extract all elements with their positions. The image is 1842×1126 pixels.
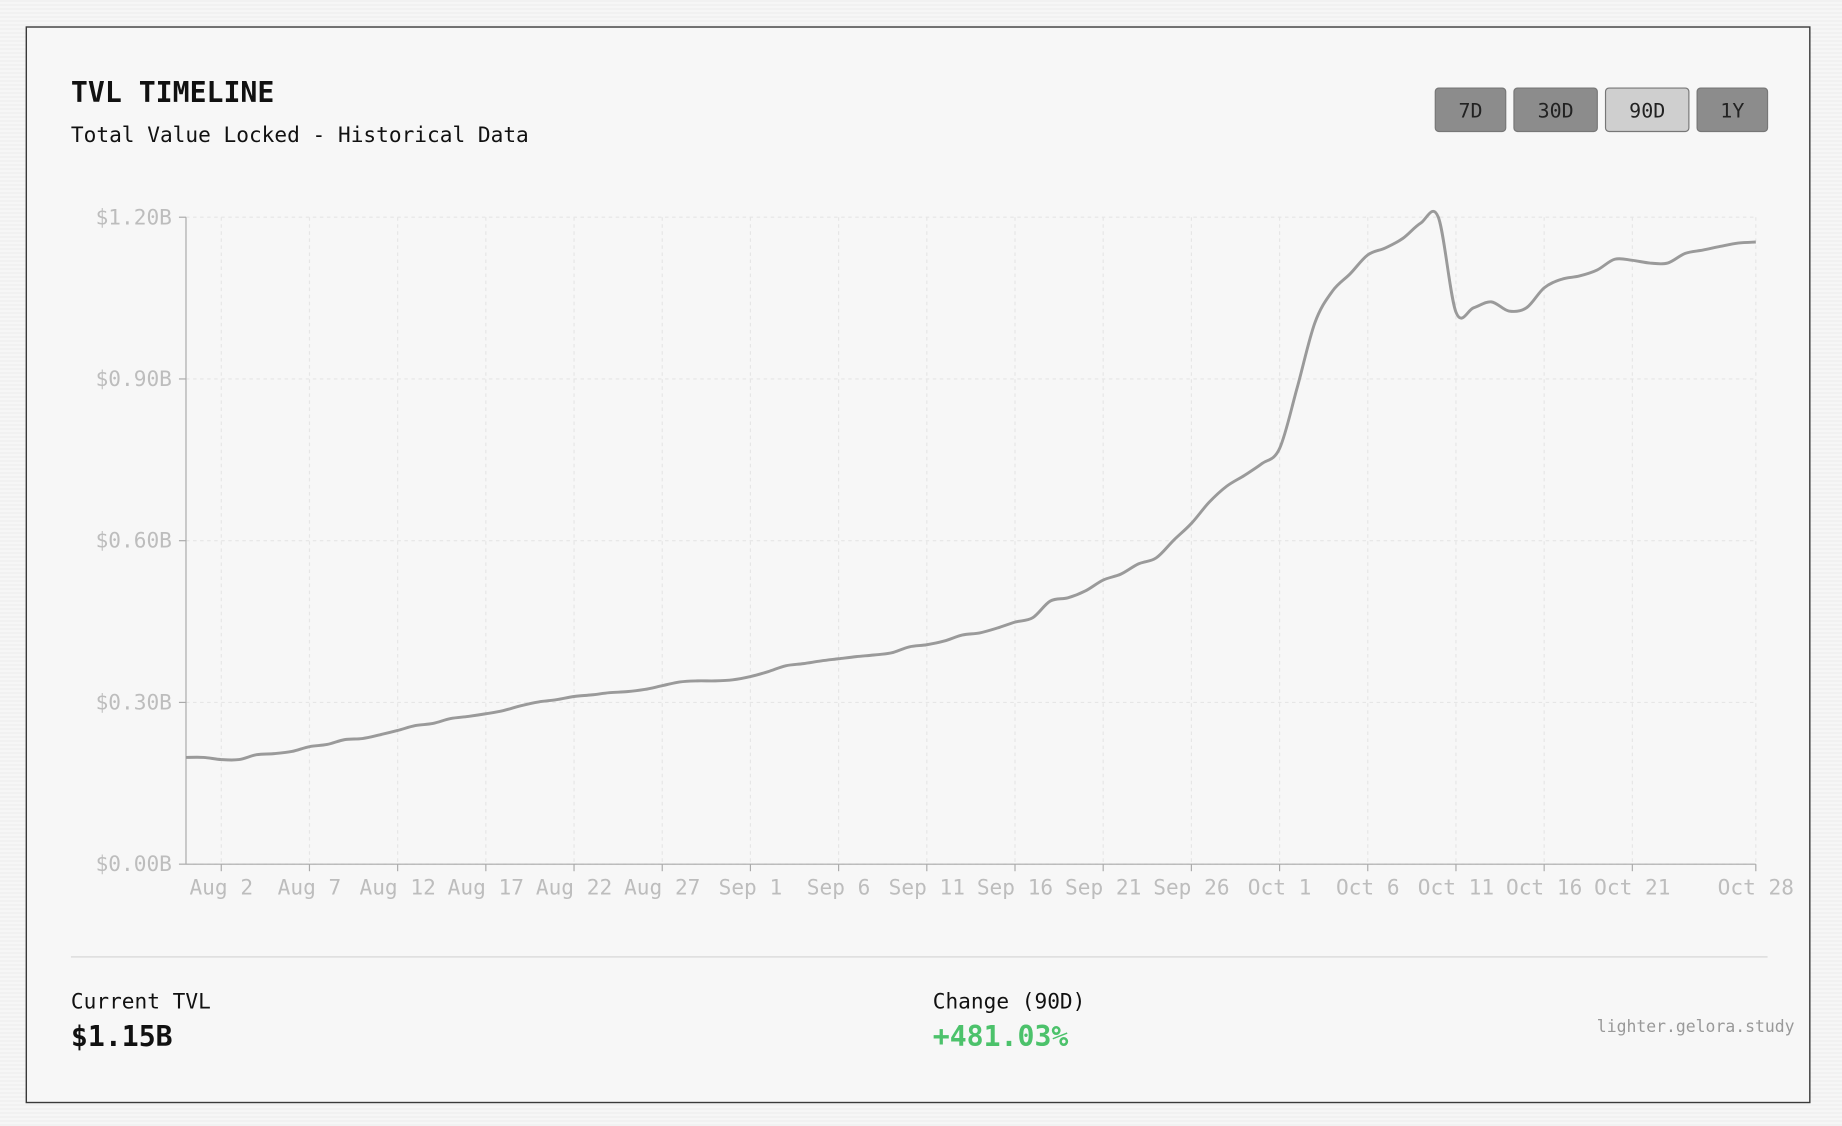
x-tick-label: Aug 12: [359, 875, 435, 900]
x-tick-label: Aug 17: [448, 875, 524, 900]
stat-value: $1.15B: [71, 1020, 173, 1053]
y-tick-label: $0.00B: [96, 851, 172, 876]
watermark: lighter.gelora.study: [1597, 1017, 1795, 1036]
x-tick-label: Sep 11: [889, 875, 965, 900]
y-tick-label: $0.60B: [96, 528, 172, 553]
card: [25, 26, 1811, 1104]
range-button[interactable]: 1Y: [1696, 87, 1769, 133]
x-tick-label: Aug 7: [278, 875, 342, 900]
x-tick-label: Sep 21: [1065, 875, 1141, 900]
y-tick-label: $1.20B: [96, 204, 172, 229]
title: TVL TIMELINE: [71, 76, 274, 109]
x-tick-label: Sep 6: [807, 875, 871, 900]
tvl-line: [185, 209, 1756, 762]
x-tick-label: Oct 16: [1506, 875, 1582, 900]
x-tick-label: Aug 2: [189, 875, 253, 900]
x-tick-label: Sep 1: [719, 875, 783, 900]
range-button[interactable]: 90D: [1604, 87, 1690, 133]
x-tick-label: Aug 22: [536, 875, 612, 900]
button-box[interactable]: [1696, 87, 1769, 133]
plot: $0.00B $0.30B $0.60B $0.90B $1.20B Aug 2 Aug 7…: [96, 204, 1794, 899]
x-tick-label: Sep 16: [977, 875, 1053, 900]
y-tick-label: $0.30B: [96, 689, 172, 714]
button-label[interactable]: 90D: [1629, 98, 1665, 122]
subtitle: Total Value Locked - Historical Data: [71, 122, 529, 147]
button-box[interactable]: [1434, 87, 1507, 133]
x-tick-label: Oct 1: [1248, 875, 1312, 900]
stat-label: Current TVL: [71, 989, 211, 1014]
stat-label: Change (90D): [933, 989, 1086, 1014]
range-buttons: 7D 30D 90D 1Y: [1434, 87, 1769, 133]
button-label[interactable]: 30D: [1538, 98, 1574, 122]
x-tick-label: Sep 26: [1153, 875, 1229, 900]
button-label[interactable]: 1Y: [1720, 98, 1744, 122]
range-button[interactable]: 30D: [1513, 87, 1598, 133]
button-box[interactable]: [1604, 87, 1690, 133]
stat-value: +481.03%: [933, 1020, 1069, 1053]
button-label[interactable]: 7D: [1458, 98, 1482, 122]
y-tick-label: $0.90B: [96, 366, 172, 391]
x-tick-label: Aug 27: [624, 875, 700, 900]
x-tick-label: Oct 21: [1594, 875, 1670, 900]
stats: Current TVL $1.15B Change (90D) +481.03%: [71, 989, 1085, 1054]
x-tick-label: Oct 28: [1718, 875, 1794, 900]
x-tick-label: Oct 6: [1336, 875, 1400, 900]
x-tick-label: Oct 11: [1418, 875, 1494, 900]
range-button[interactable]: 7D: [1434, 87, 1507, 133]
button-box[interactable]: [1513, 87, 1598, 133]
